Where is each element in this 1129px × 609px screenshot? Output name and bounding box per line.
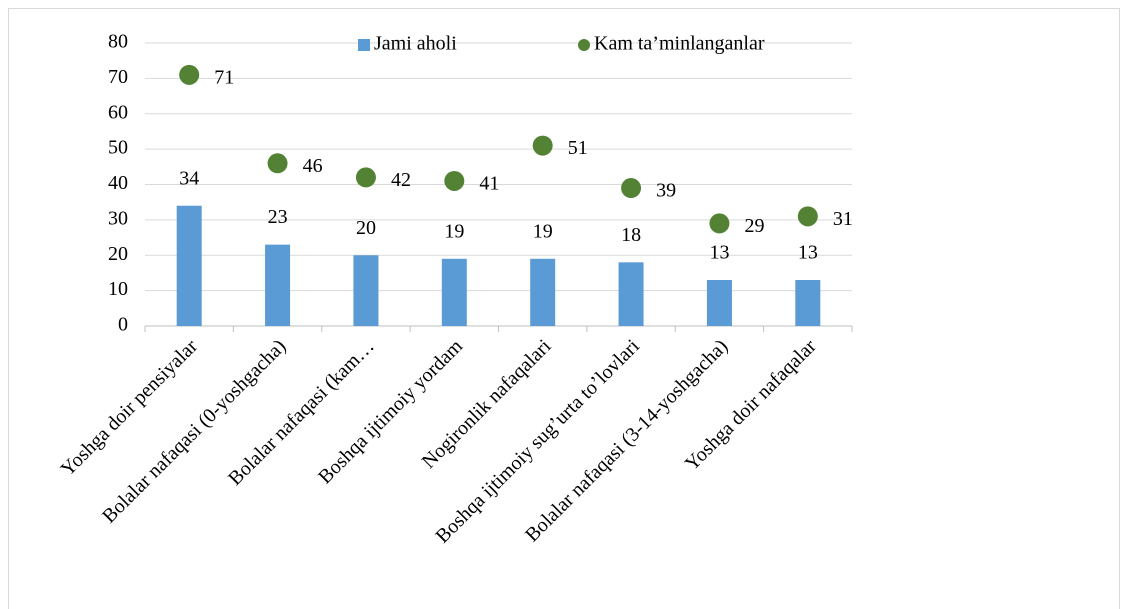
bar: [176, 205, 202, 326]
bar: [618, 262, 644, 326]
legend-swatch: [358, 39, 370, 51]
x-tick-label: Bolalar nafaqasi (kam…: [224, 335, 379, 490]
dot: [532, 135, 553, 156]
bar: [795, 280, 821, 326]
data-label: 23: [268, 206, 288, 228]
y-tick-label: 40: [108, 172, 128, 194]
bar: [353, 255, 379, 326]
data-label: 42: [391, 169, 411, 191]
bar: [530, 258, 556, 326]
dot: [355, 167, 376, 188]
data-label: 71: [214, 66, 234, 88]
dot: [444, 170, 465, 191]
y-tick-label: 70: [108, 66, 128, 88]
bar: [265, 244, 291, 326]
data-label: 13: [709, 242, 729, 264]
dot: [621, 178, 642, 199]
y-tick-label: 80: [108, 31, 128, 53]
data-label: 13: [798, 242, 818, 264]
legend-swatch: [578, 39, 590, 51]
y-tick-label: 0: [118, 314, 128, 336]
y-tick-label: 50: [108, 137, 128, 159]
data-label: 51: [568, 137, 588, 159]
chart-frame: [8, 8, 1120, 609]
dot: [179, 64, 200, 85]
data-label: 20: [356, 217, 376, 239]
data-label: 39: [656, 180, 676, 202]
data-label: 31: [833, 208, 853, 230]
data-label: 46: [303, 155, 323, 177]
bar: [706, 280, 732, 326]
y-tick-label: 20: [108, 243, 128, 265]
legend-label: Jami aholi: [374, 33, 457, 55]
data-label: 18: [621, 224, 641, 246]
x-tick-label: Bolalar nafaqasi (0-yoshgacha): [98, 335, 290, 527]
dot: [797, 206, 818, 227]
data-label: 41: [479, 173, 499, 195]
y-tick-label: 30: [108, 207, 128, 229]
data-label: 29: [744, 215, 764, 237]
x-tick-label: Boshqa ijtimoiy yordam: [314, 335, 467, 488]
data-label: 19: [533, 220, 553, 242]
dot: [267, 153, 288, 174]
y-tick-label: 60: [108, 101, 128, 123]
dot: [709, 213, 730, 234]
legend-label: Kam ta’minlanganlar: [594, 33, 765, 55]
bar: [441, 258, 467, 326]
data-label: 34: [179, 167, 199, 189]
y-tick-label: 10: [108, 278, 128, 300]
data-label: 19: [444, 220, 464, 242]
